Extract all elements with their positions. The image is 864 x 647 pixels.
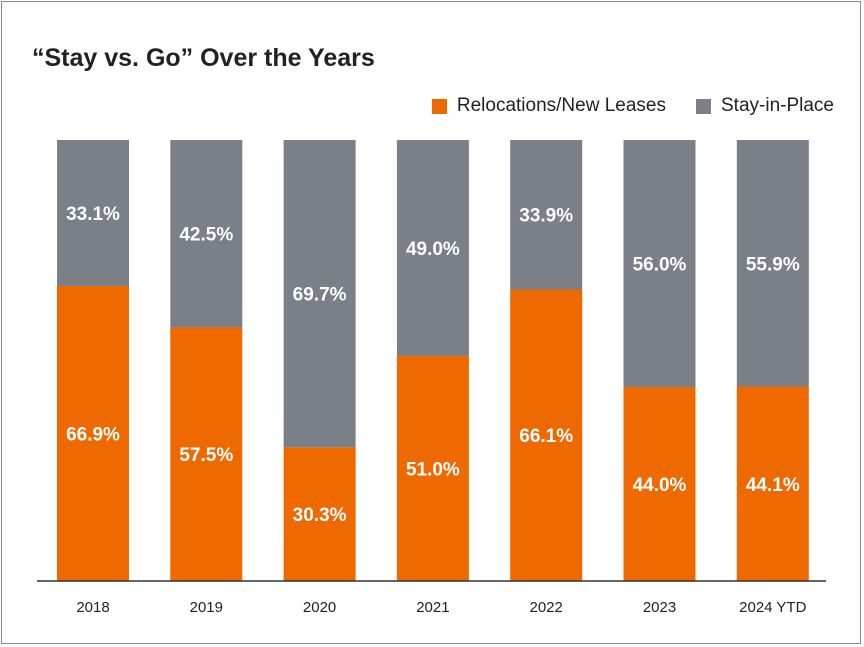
x-tick-label-2: 2020 <box>303 599 336 616</box>
bar-relocations-4 <box>510 289 583 581</box>
bar-label-relocations-5: 44.0% <box>633 475 687 496</box>
x-tick-label-4: 2022 <box>530 599 563 616</box>
bar-label-relocations-4: 66.1% <box>519 426 573 447</box>
x-tick-label-5: 2023 <box>643 599 676 616</box>
bar-stay-in-place-1 <box>170 140 243 328</box>
legend-item-stay-in-place: Stay-in-Place <box>696 95 834 117</box>
bar-stay-in-place-0 <box>57 140 129 286</box>
legend-swatch-stay-in-place <box>696 98 711 114</box>
bar-stay-in-place-5 <box>623 140 696 387</box>
bar-relocations-5 <box>623 386 696 581</box>
bar-stay-in-place-2 <box>283 140 356 448</box>
legend: Relocations/New Leases Stay-in-Place <box>402 95 834 117</box>
bar-stay-in-place-4 <box>510 140 583 290</box>
bar-label-relocations-2: 30.3% <box>293 505 347 526</box>
bar-stay-in-place-6 <box>736 140 809 387</box>
bar-label-stay-in-place-5: 56.0% <box>633 254 687 275</box>
bar-stay-in-place-3 <box>396 140 469 357</box>
legend-label-relocations: Relocations/New Leases <box>456 95 666 116</box>
bar-relocations-2 <box>283 447 356 581</box>
bar-label-relocations-6: 44.1% <box>746 475 800 496</box>
x-tick-label-6: 2024 YTD <box>739 599 806 616</box>
chart-title: “Stay vs. Go” Over the Years <box>32 44 375 72</box>
legend-swatch-relocations <box>431 98 447 114</box>
bar-label-relocations-3: 51.0% <box>406 460 460 481</box>
bar-label-stay-in-place-3: 49.0% <box>406 239 460 260</box>
bar-label-stay-in-place-4: 33.9% <box>519 206 573 227</box>
bar-label-stay-in-place-0: 33.1% <box>66 204 120 225</box>
bar-label-stay-in-place-2: 69.7% <box>293 285 347 306</box>
x-tick-label-3: 2021 <box>416 599 449 616</box>
bar-label-relocations-1: 57.5% <box>179 445 233 466</box>
bar-label-stay-in-place-6: 55.9% <box>746 254 800 275</box>
legend-item-relocations: Relocations/New Leases <box>431 95 666 117</box>
x-tick-label-0: 2018 <box>76 599 109 616</box>
bar-label-relocations-0: 66.9% <box>66 424 120 445</box>
bar-label-stay-in-place-1: 42.5% <box>179 225 233 246</box>
x-tick-label-1: 2019 <box>190 599 223 616</box>
bar-relocations-6 <box>736 386 809 581</box>
bar-relocations-0 <box>57 285 129 581</box>
bar-relocations-3 <box>396 356 469 581</box>
legend-label-stay-in-place: Stay-in-Place <box>721 95 834 116</box>
bar-relocations-1 <box>170 327 243 581</box>
